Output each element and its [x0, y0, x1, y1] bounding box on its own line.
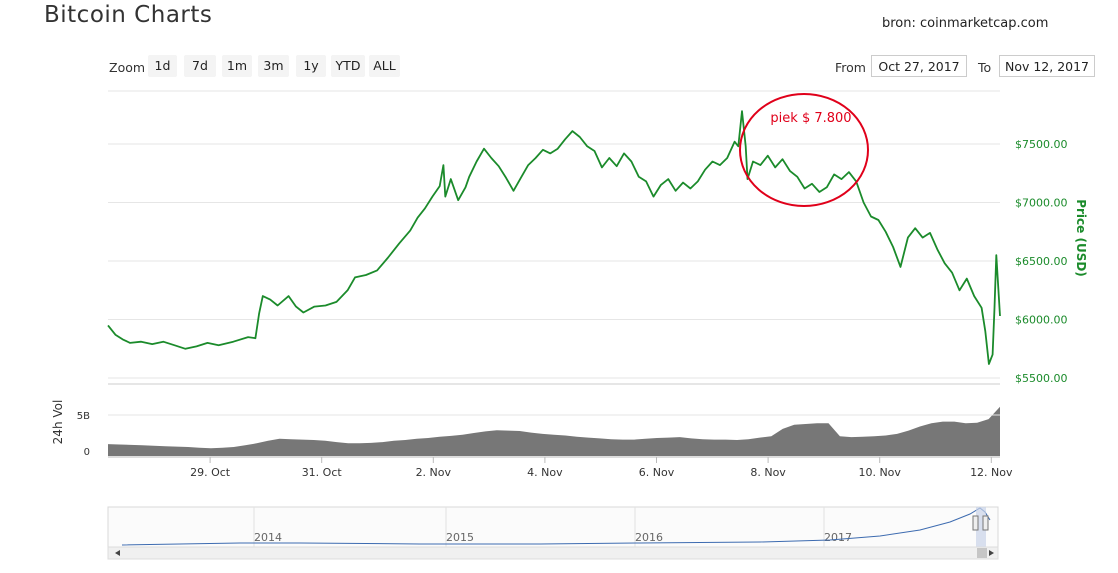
- to-label: To: [978, 60, 992, 75]
- from-date-input[interactable]: Oct 27, 2017: [871, 55, 967, 77]
- from-label: From: [835, 60, 866, 75]
- zoom-button-7d[interactable]: 7d: [184, 55, 216, 77]
- zoom-button-3m[interactable]: 3m: [258, 55, 289, 77]
- volume-area: [108, 406, 1000, 456]
- price-line: [107, 110, 1001, 365]
- price-tick-label: $6000.00: [1015, 314, 1068, 327]
- zoom-button-1m[interactable]: 1m: [222, 55, 252, 77]
- chart-grid: [108, 90, 1000, 379]
- x-tick-label: 2. Nov: [416, 466, 452, 479]
- date-axis: 29. Oct 31. Oct 2. Nov 4. Nov 6. Nov 8. Nov 10…: [108, 456, 1013, 479]
- price-axis-label: Price (USD): [1074, 199, 1088, 277]
- volume-tick-5b: 5B: [77, 411, 90, 422]
- volume-tick-0: 0: [84, 447, 90, 458]
- x-tick-label: 8. Nov: [750, 466, 786, 479]
- price-tick-label: $7000.00: [1015, 197, 1068, 210]
- source-credit: bron: coinmarketcap.com: [882, 16, 1049, 31]
- navigator-selection: [976, 507, 986, 547]
- navigator-year-label: 2017: [824, 531, 852, 544]
- scroll-left-arrow-icon: [115, 550, 120, 556]
- scrollbar-thumb: [977, 548, 987, 558]
- x-tick-label: 6. Nov: [639, 466, 675, 479]
- zoom-button-1d[interactable]: 1d: [148, 55, 177, 77]
- x-tick-label: 31. Oct: [302, 466, 343, 479]
- volume-panel: [108, 406, 1000, 456]
- to-date-input[interactable]: Nov 12, 2017: [999, 55, 1095, 77]
- x-tick-label: 4. Nov: [527, 466, 563, 479]
- price-tick-label: $6500.00: [1015, 255, 1068, 268]
- price-axis: $5500.00 $6000.00 $6500.00 $7000.00 $7500.00: [1015, 138, 1068, 385]
- navigator-right-handle: [982, 515, 989, 531]
- zoom-button-all[interactable]: ALL: [369, 55, 400, 77]
- peak-highlight-circle: [739, 93, 869, 207]
- navigator-panel: 2014 2015 2016 2017: [107, 506, 999, 560]
- navigator-year-label: 2016: [635, 531, 663, 544]
- x-tick-label: 10. Nov: [858, 466, 901, 479]
- x-tick-label: 12. Nov: [970, 466, 1013, 479]
- price-tick-label: $5500.00: [1015, 372, 1068, 385]
- navigator-year-label: 2014: [254, 531, 282, 544]
- zoom-label: Zoom: [109, 60, 146, 75]
- navigator-scrollbar: [107, 546, 999, 560]
- peak-annotation: piek $ 7.800: [770, 111, 851, 126]
- page-title: Bitcoin Charts: [44, 2, 213, 28]
- navigator-year-label: 2015: [446, 531, 474, 544]
- price-tick-label: $7500.00: [1015, 138, 1068, 151]
- scroll-right-arrow-icon: [989, 550, 994, 556]
- navigator-left-handle: [972, 515, 979, 531]
- zoom-button-ytd[interactable]: YTD: [331, 55, 365, 77]
- zoom-button-1y[interactable]: 1y: [296, 55, 326, 77]
- volume-axis-label: 24h Vol: [51, 400, 65, 445]
- x-tick-label: 29. Oct: [190, 466, 231, 479]
